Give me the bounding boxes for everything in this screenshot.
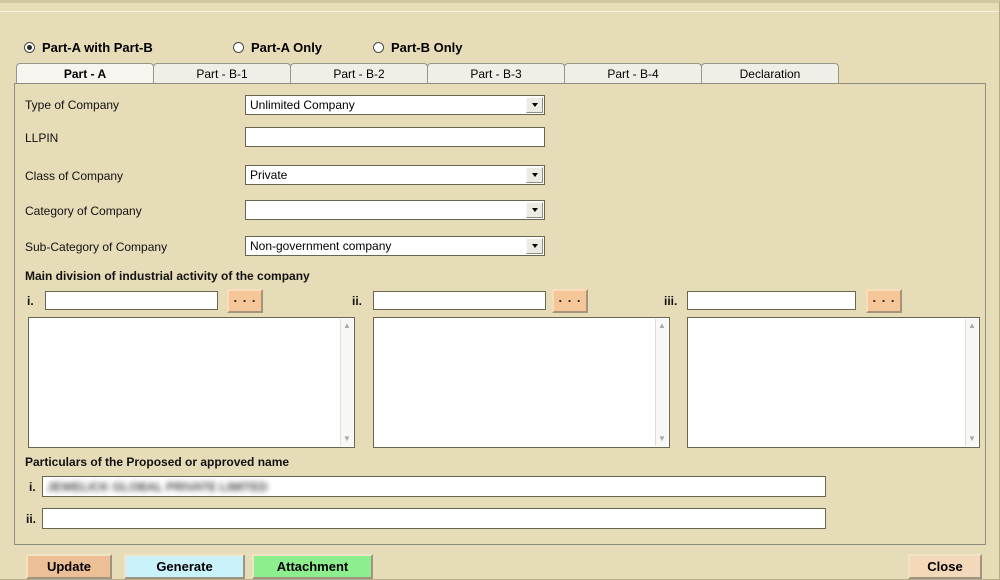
category-of-company-dropdown-button[interactable]: [526, 202, 543, 218]
proposed-name-i-label: i.: [29, 480, 36, 494]
scroll-down-icon[interactable]: ▼: [658, 434, 666, 443]
class-of-company-select[interactable]: Private: [245, 165, 545, 185]
class-of-company-dropdown-button[interactable]: [526, 167, 543, 183]
activity-ii-code-input[interactable]: [373, 291, 546, 310]
activity-iii-browse-button[interactable]: . . .: [866, 289, 902, 313]
tab-part-b1[interactable]: Part - B-1: [153, 63, 291, 84]
proposed-name-ii-input[interactable]: [42, 508, 826, 529]
tab-part-b2[interactable]: Part - B-2: [290, 63, 428, 84]
generate-button[interactable]: Generate: [124, 554, 245, 579]
activity-ii-browse-button[interactable]: . . .: [552, 289, 588, 313]
sub-category-of-company-value: Non-government company: [250, 239, 392, 253]
tab-page-frame: [14, 83, 986, 545]
llpin-input[interactable]: [245, 127, 545, 147]
radio-unselected-icon[interactable]: [233, 42, 244, 53]
activity-ii-label: ii.: [352, 294, 363, 308]
attachment-button[interactable]: Attachment: [252, 554, 373, 579]
activity-iii-description-textarea[interactable]: ▲ ▼: [687, 317, 980, 448]
proposed-name-ii-label: ii.: [26, 512, 37, 526]
radio-label: Part-B Only: [391, 40, 463, 55]
activity-i-scrollbar[interactable]: ▲ ▼: [340, 319, 353, 446]
radio-label: Part-A with Part-B: [42, 40, 153, 55]
tab-part-b3[interactable]: Part - B-3: [427, 63, 565, 84]
update-button[interactable]: Update: [26, 554, 112, 579]
sub-category-of-company-select[interactable]: Non-government company: [245, 236, 545, 256]
chevron-down-icon: [531, 103, 538, 107]
proposed-name-i-field[interactable]: JEWELICK GLOBAL PRIVATE LIMITED: [42, 476, 826, 497]
activity-i-description-textarea[interactable]: ▲ ▼: [28, 317, 355, 448]
activity-iii-code-input[interactable]: [687, 291, 856, 310]
scroll-up-icon[interactable]: ▲: [343, 321, 351, 330]
chevron-down-icon: [531, 244, 538, 248]
tab-part-b4[interactable]: Part - B-4: [564, 63, 702, 84]
category-of-company-value: [246, 201, 525, 219]
tab-part-a[interactable]: Part - A: [16, 63, 154, 84]
radio-unselected-icon[interactable]: [373, 42, 384, 53]
activity-iii-label: iii.: [664, 294, 678, 308]
sub-category-of-company-dropdown-button[interactable]: [526, 238, 543, 254]
activity-iii-scrollbar[interactable]: ▲ ▼: [965, 319, 978, 446]
category-of-company-select[interactable]: [245, 200, 545, 220]
class-of-company-label: Class of Company: [25, 169, 124, 183]
type-of-company-select[interactable]: Unlimited Company: [245, 95, 545, 115]
tab-strip: Part - A Part - B-1 Part - B-2 Part - B-…: [16, 63, 839, 84]
chevron-down-icon: [531, 173, 538, 177]
type-of-company-dropdown-button[interactable]: [526, 97, 543, 113]
activity-ii-scrollbar[interactable]: ▲ ▼: [655, 319, 668, 446]
scroll-up-icon[interactable]: ▲: [968, 321, 976, 330]
activity-i-label: i.: [27, 294, 34, 308]
scroll-up-icon[interactable]: ▲: [658, 321, 666, 330]
chevron-down-icon: [531, 208, 538, 212]
radio-option-part-a-with-part-b[interactable]: Part-A with Part-B: [24, 40, 153, 55]
type-of-company-label: Type of Company: [25, 98, 120, 112]
sub-category-of-company-label: Sub-Category of Company: [25, 240, 168, 254]
category-of-company-label: Category of Company: [25, 204, 142, 218]
close-button[interactable]: Close: [908, 554, 982, 579]
particulars-heading: Particulars of the Proposed or approved …: [25, 455, 290, 469]
activity-ii-description-textarea[interactable]: ▲ ▼: [373, 317, 670, 448]
main-division-heading: Main division of industrial activity of …: [25, 269, 310, 283]
activity-i-code-input[interactable]: [45, 291, 218, 310]
radio-option-part-a-only[interactable]: Part-A Only: [233, 40, 322, 55]
class-of-company-value: Private: [250, 168, 288, 182]
type-of-company-value: Unlimited Company: [250, 98, 355, 112]
activity-i-browse-button[interactable]: . . .: [227, 289, 263, 313]
proposed-name-i-value-redacted: JEWELICK GLOBAL PRIVATE LIMITED: [47, 479, 268, 494]
radio-option-part-b-only[interactable]: Part-B Only: [373, 40, 463, 55]
radio-label: Part-A Only: [251, 40, 323, 55]
scroll-down-icon[interactable]: ▼: [968, 434, 976, 443]
tab-declaration[interactable]: Declaration: [701, 63, 839, 84]
radio-selected-icon[interactable]: [24, 42, 35, 53]
scroll-down-icon[interactable]: ▼: [343, 434, 351, 443]
llpin-label: LLPIN: [25, 131, 59, 145]
